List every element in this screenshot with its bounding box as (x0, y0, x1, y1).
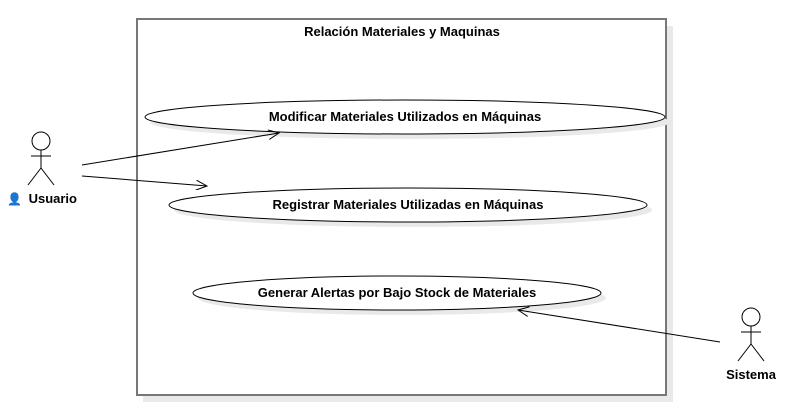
actor-sistema[interactable]: Sistema (726, 307, 777, 382)
use-case-registrar-label: Registrar Materiales Utilizadas en Máqui… (273, 197, 544, 212)
stick-figure-icon (737, 307, 765, 362)
use-case-generar-label: Generar Alertas por Bajo Stock de Materi… (258, 285, 536, 300)
use-case-generar-ellipse (192, 275, 602, 311)
use-case-registrar-materiales[interactable]: Registrar Materiales Utilizadas en Máqui… (168, 187, 652, 227)
actor-usuario-label: 👤 Usuario (7, 191, 77, 206)
use-case-modificar-materiales[interactable]: Modificar Materiales Utilizados en Máqui… (144, 99, 670, 139)
actor-usuario-name: Usuario (29, 191, 77, 206)
use-case-generar-alertas[interactable]: Generar Alertas por Bajo Stock de Materi… (192, 275, 606, 315)
actor-sistema-label: Sistema (726, 367, 777, 382)
use-case-modificar-ellipse (144, 99, 666, 135)
stick-figure-icon (27, 131, 55, 186)
associations (81, 133, 721, 343)
user-icon: 👤 (7, 192, 22, 206)
system-boundary-title: Relación Materiales y Maquinas (304, 24, 500, 39)
use-case-modificar-label: Modificar Materiales Utilizados en Máqui… (269, 109, 541, 124)
association-sistema-generar[interactable] (518, 310, 721, 343)
use-case-registrar-ellipse (168, 187, 648, 223)
association-usuario-modificar[interactable] (81, 133, 279, 166)
actor-usuario[interactable]: 👤 Usuario (7, 131, 77, 206)
association-usuario-registrar[interactable] (81, 175, 207, 186)
